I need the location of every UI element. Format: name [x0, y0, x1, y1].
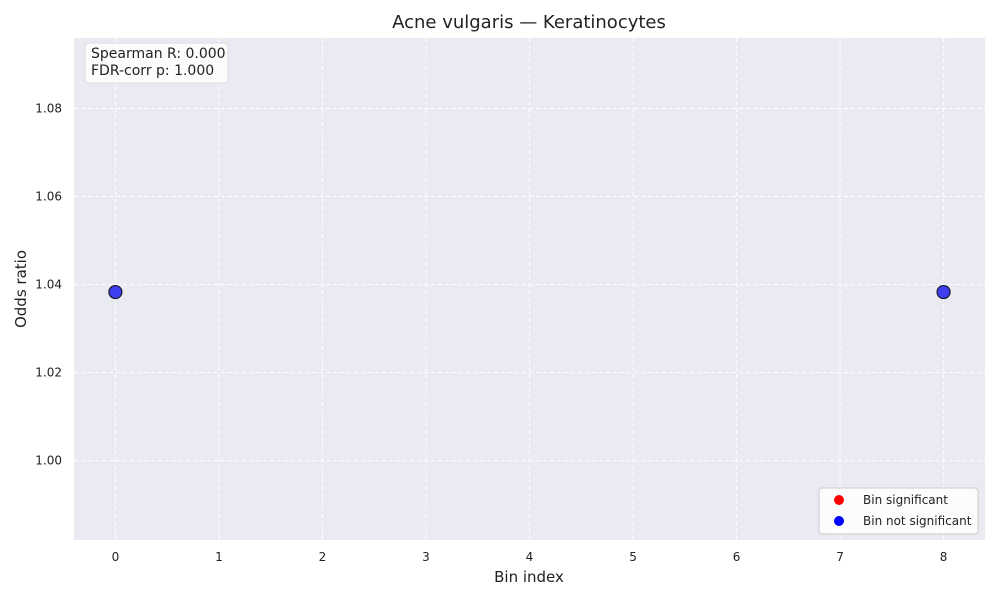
x-tick-labels: 0 1 2 3 4 5 6 7 8: [112, 550, 948, 564]
x-tick-label: 8: [940, 550, 948, 564]
x-tick-label: 6: [733, 550, 741, 564]
chart-title: Acne vulgaris — Keratinocytes: [392, 12, 666, 33]
x-tick-label: 1: [215, 550, 223, 564]
y-tick-label: 1.02: [35, 366, 62, 380]
legend-label-not-significant: Bin not significant: [863, 514, 972, 528]
y-axis-label: Odds ratio: [12, 250, 30, 328]
spearman-annotation: Spearman R: 0.000: [91, 46, 226, 62]
data-point-not-significant: [108, 284, 123, 300]
y-tick-label: 1.06: [35, 190, 62, 204]
stats-box-background: [84, 42, 229, 84]
x-tick-label: 3: [422, 550, 430, 564]
x-tick-label: 7: [836, 550, 844, 564]
x-axis-label: Bin index: [494, 568, 564, 586]
legend: Bin significant Bin not significant: [818, 487, 979, 535]
y-tick-labels: 1.00 1.02 1.04 1.06 1.08: [35, 101, 62, 467]
legend-marker-significant: [834, 495, 844, 505]
y-tick-label: 1.04: [35, 278, 62, 292]
x-tick-label: 0: [112, 550, 120, 564]
data-point-not-significant: [936, 284, 951, 300]
x-tick-label: 4: [526, 550, 534, 564]
plot-area: [74, 38, 985, 540]
y-tick-label: 1.08: [35, 101, 62, 115]
legend-marker-not-significant: [834, 516, 844, 526]
stats-box: Spearman R: 0.000 FDR-corr p: 1.000: [84, 42, 229, 84]
data-points: [108, 284, 951, 300]
fdr-annotation: FDR-corr p: 1.000: [91, 63, 214, 79]
legend-label-significant: Bin significant: [863, 493, 948, 507]
legend-box: [818, 487, 979, 535]
y-tick-label: 1.00: [35, 454, 62, 468]
x-tick-label: 2: [319, 550, 327, 564]
grid: [74, 38, 985, 540]
x-tick-label: 5: [629, 550, 637, 564]
